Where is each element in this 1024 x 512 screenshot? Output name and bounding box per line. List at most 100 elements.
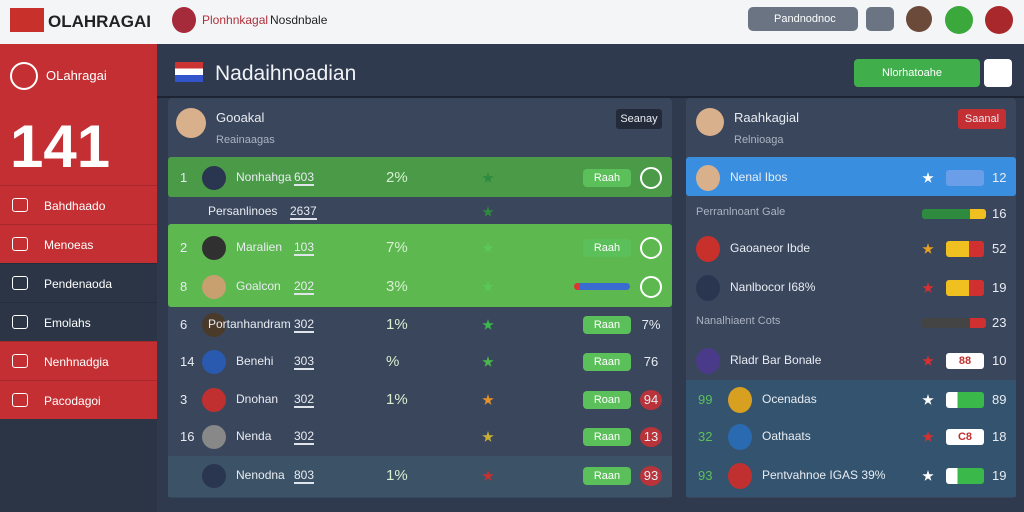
sidebar: OLahragai 141 Bahdhaado Menoeas Pendenaoda… xyxy=(0,44,157,512)
tab-icon xyxy=(172,7,196,33)
star xyxy=(482,206,494,217)
leaderboard-row[interactable]: Nanalhiaent Cots 23 xyxy=(686,313,1016,333)
star xyxy=(482,394,494,405)
rank: 8 xyxy=(180,279,188,294)
main-title: Nadaihnoadian xyxy=(215,62,357,85)
leaderboard-row[interactable]: Nenodna 803 1% Raan 93 xyxy=(168,464,672,488)
percent: 1% xyxy=(386,316,408,333)
leaderboard-row[interactable]: Persanlinoes 2637 xyxy=(168,202,672,222)
star xyxy=(922,243,934,254)
action-button[interactable]: Raan xyxy=(583,428,631,446)
tab[interactable]: Nosdnbale xyxy=(270,13,328,27)
leaderboard-row[interactable]: 6 Portanhandram 302 1% Raan 7% xyxy=(168,313,672,337)
player-name: Nenda xyxy=(236,429,272,443)
avatar xyxy=(202,236,226,260)
star xyxy=(922,431,934,442)
avatar xyxy=(696,348,720,374)
icon-button[interactable] xyxy=(640,167,662,189)
action-button[interactable]: Raah xyxy=(583,169,631,187)
icon-button[interactable] xyxy=(640,237,662,259)
leaderboard-row[interactable]: 93 Pentvahnoe IGAS 39% 19 xyxy=(686,463,1016,489)
icon-button[interactable] xyxy=(984,59,1012,87)
avatar xyxy=(696,165,720,191)
top-bar: OLAHRAGAI Plonhnkagal Nosdnbale Pandnodn… xyxy=(0,0,1024,44)
rank: 14 xyxy=(180,354,195,369)
rank: 93 xyxy=(698,468,713,483)
leaderboard-row[interactable]: 14 Benehi 303% Raan 76 xyxy=(168,350,672,374)
icon-button[interactable] xyxy=(640,276,662,298)
value: 89 xyxy=(992,392,1007,407)
action-button[interactable]: Raan xyxy=(583,467,631,485)
badge: 88 xyxy=(946,353,984,369)
star xyxy=(922,470,934,481)
icon-button[interactable] xyxy=(866,7,894,31)
leaderboard-row[interactable]: 32 Oathaats C8 18 xyxy=(686,424,1016,450)
nav-item[interactable]: Bahdhaado xyxy=(0,185,157,224)
player-name: Benehi xyxy=(236,354,274,368)
nav-icon xyxy=(12,393,28,407)
brand-icon xyxy=(10,62,38,90)
action-button[interactable]: Raan xyxy=(583,353,631,371)
leaderboard-row[interactable]: Nanlbocor I68% 19 xyxy=(686,275,1016,301)
leaderboard-row[interactable]: Nenal Ibos 12 xyxy=(686,165,1016,191)
nav-item[interactable]: Emolahs xyxy=(0,302,157,341)
action-button[interactable]: Roan xyxy=(583,391,631,409)
brand: OLahragai xyxy=(46,68,107,83)
rank: 16 xyxy=(180,429,195,444)
leaderboard-row[interactable]: 1 Nonhahga 603 2% Raah xyxy=(168,166,672,190)
tab[interactable]: Plonhnkagal xyxy=(202,13,269,27)
avatar xyxy=(728,463,752,489)
leaderboard-row[interactable]: 16 Nenda 302 Raan 13 xyxy=(168,425,672,449)
leaderboard-row[interactable]: 3 Dnohan 302 1% Roan 94 xyxy=(168,388,672,412)
star xyxy=(482,431,494,442)
search[interactable]: Pandnodnoc xyxy=(748,7,858,31)
nav-label: Emolahs xyxy=(44,316,91,330)
nav-label: Nenhnadgia xyxy=(44,355,109,369)
nav-item[interactable]: Menoeas xyxy=(0,224,157,263)
nav-label: Bahdhaado xyxy=(44,199,106,213)
leaderboard-row[interactable]: 8 Goalcon 202 3% xyxy=(168,275,672,299)
team-name: Rladr Bar Bonale xyxy=(730,353,822,367)
leaderboard-row[interactable]: Perranlnoant Gale 16 xyxy=(686,204,1016,224)
progress-bar xyxy=(946,170,984,186)
avatar xyxy=(202,313,226,337)
action-button[interactable]: Raan xyxy=(583,316,631,334)
rank: 1 xyxy=(180,170,188,185)
star xyxy=(922,172,934,183)
action-button[interactable]: Nlorhatoahe xyxy=(854,59,980,87)
avatar[interactable] xyxy=(906,6,932,32)
leaderboard-row[interactable]: 99 Ocenadas 89 xyxy=(686,387,1016,413)
panel-button[interactable]: Saanal xyxy=(958,109,1006,129)
nav-icon xyxy=(12,276,28,290)
nav-item[interactable]: Nenhnadgia xyxy=(0,341,157,380)
score: 303 xyxy=(294,354,315,370)
action-button[interactable]: Raah xyxy=(583,239,631,257)
value: 19 xyxy=(992,280,1007,295)
leaderboard-row[interactable]: Gaoaneor Ibde 52 xyxy=(686,236,1016,262)
value: 18 xyxy=(992,429,1007,444)
icon-button[interactable] xyxy=(945,6,973,34)
nav-item[interactable]: Pacodagoi xyxy=(0,380,157,419)
percent: 1% xyxy=(386,467,408,484)
value: 19 xyxy=(992,468,1007,483)
progress-bar xyxy=(574,283,630,290)
player-name: Goalcon xyxy=(236,279,281,293)
avatar xyxy=(728,424,752,450)
percent: 2% xyxy=(386,169,408,186)
score: 103 xyxy=(294,240,315,256)
percent: 1% xyxy=(386,391,408,408)
rank: 6 xyxy=(180,317,188,332)
star xyxy=(482,319,494,330)
logo: OLAHRAGAI xyxy=(48,12,151,31)
leaderboard-row[interactable]: 2 Maralien 103 7% Raah xyxy=(168,236,672,260)
big-number: 141 xyxy=(10,113,111,180)
leaderboard-row[interactable]: Rladr Bar Bonale 88 10 xyxy=(686,348,1016,374)
score: 302 xyxy=(294,317,315,333)
value: 52 xyxy=(992,241,1007,256)
row-highlight xyxy=(168,224,672,307)
team-name: Nanalhiaent Cots xyxy=(696,315,781,327)
icon-button[interactable] xyxy=(985,6,1013,34)
panel-button[interactable]: Seanay xyxy=(616,109,662,129)
nav-item[interactable]: Pendenaoda xyxy=(0,263,157,302)
